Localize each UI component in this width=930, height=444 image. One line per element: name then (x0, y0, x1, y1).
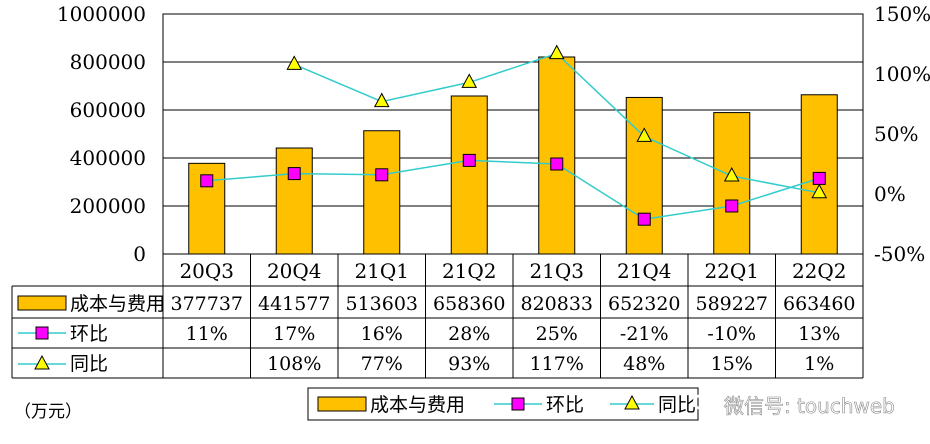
category-label: 21Q3 (529, 259, 584, 283)
unit-label: （万元） (14, 402, 82, 422)
right-tick-label: 150% (874, 2, 930, 26)
data-label: 17% (273, 323, 315, 345)
watermark-text: 微信号: touchweb (724, 394, 895, 418)
data-label: 1% (804, 353, 834, 375)
triangle-marker (636, 127, 653, 142)
square-marker (637, 212, 651, 226)
data-label: 15% (711, 353, 753, 375)
category-label: 21Q1 (354, 259, 409, 283)
bar (625, 96, 663, 255)
category-label: 22Q1 (704, 259, 759, 283)
category-label: 22Q2 (792, 259, 847, 283)
bar-series (188, 56, 838, 255)
watermark: 微信号: touchweb (692, 393, 895, 418)
bar (275, 147, 313, 255)
data-label: 13% (798, 323, 840, 345)
legend-label: 成本与费用 (370, 394, 465, 416)
triangle-marker (548, 44, 565, 60)
triangle-marker (34, 354, 50, 370)
plot-frame (162, 13, 864, 255)
data-label: 48% (623, 353, 665, 375)
bar (450, 95, 488, 255)
square-marker (200, 174, 214, 188)
data-label: 663460 (783, 293, 856, 315)
data-label: 377737 (170, 293, 243, 315)
square-marker (375, 168, 389, 182)
right-tick-label: 0% (874, 182, 906, 206)
bar (538, 56, 576, 255)
right-tick-label: 100% (874, 62, 930, 86)
legend-label: 同比 (658, 394, 696, 416)
category-label: 20Q3 (179, 259, 234, 283)
data-label: 93% (448, 353, 490, 375)
category-label: 20Q4 (267, 259, 322, 283)
right-tick-label: 50% (874, 122, 918, 146)
data-label: 658360 (433, 293, 506, 315)
legend-key-bar (17, 295, 67, 311)
row-label: 同比 (70, 353, 108, 375)
square-marker (462, 153, 476, 167)
category-label: 21Q2 (442, 259, 497, 283)
square-marker (511, 397, 525, 411)
series-line (206, 159, 820, 220)
wechat-icon (692, 393, 721, 417)
data-label: 108% (267, 353, 321, 375)
wechat-icon-bubble (703, 401, 721, 417)
data-label: 16% (361, 323, 403, 345)
data-label: 513603 (345, 293, 418, 315)
row-label: 成本与费用 (70, 293, 165, 315)
data-label: 25% (536, 323, 578, 345)
right-tick-label: -50% (874, 242, 925, 266)
legend: 成本与费用 环比 同比 (307, 387, 699, 421)
legend-label: 环比 (546, 394, 584, 416)
data-label: 77% (361, 353, 403, 375)
data-label: 820833 (520, 293, 593, 315)
triangle-marker (373, 92, 390, 108)
square-marker (35, 326, 49, 340)
data-label: 441577 (258, 293, 331, 315)
left-tick-label: 400000 (70, 146, 146, 170)
triangle-marker (624, 394, 640, 410)
legend-key-bar (317, 396, 367, 412)
data-label: 117% (530, 353, 584, 375)
square-marker (812, 171, 826, 185)
square-marker (287, 167, 301, 181)
triangle-marker (461, 73, 478, 88)
square-marker (550, 157, 564, 171)
triangle-marker (811, 183, 828, 199)
left-tick-label: 200000 (70, 194, 146, 218)
triangle-marker (723, 166, 740, 182)
axes: 0 200000 400000 600000 800000 1000000 -50% 0% 50… (57, 2, 930, 266)
square-marker (725, 199, 739, 213)
row-label: 环比 (70, 323, 108, 345)
data-label: 589227 (695, 293, 768, 315)
left-tick-label: 0 (133, 242, 146, 266)
data-table: 20Q3 20Q4 21Q1 21Q2 21Q3 21Q4 22Q1 22Q2 377737 44… (11, 254, 864, 379)
grid-lines (163, 13, 863, 255)
data-label: 652320 (608, 293, 681, 315)
left-tick-label: 600000 (70, 98, 146, 122)
line-series (200, 44, 828, 226)
data-label: 11% (186, 323, 228, 345)
data-label: -21% (620, 323, 669, 345)
bar (713, 112, 751, 255)
left-tick-label: 800000 (70, 50, 146, 74)
triangle-marker (286, 55, 303, 70)
category-label: 21Q4 (617, 259, 672, 283)
data-label: -10% (707, 323, 756, 345)
bar (363, 130, 401, 255)
data-label: 28% (448, 323, 490, 345)
left-tick-label: 1000000 (57, 2, 146, 26)
